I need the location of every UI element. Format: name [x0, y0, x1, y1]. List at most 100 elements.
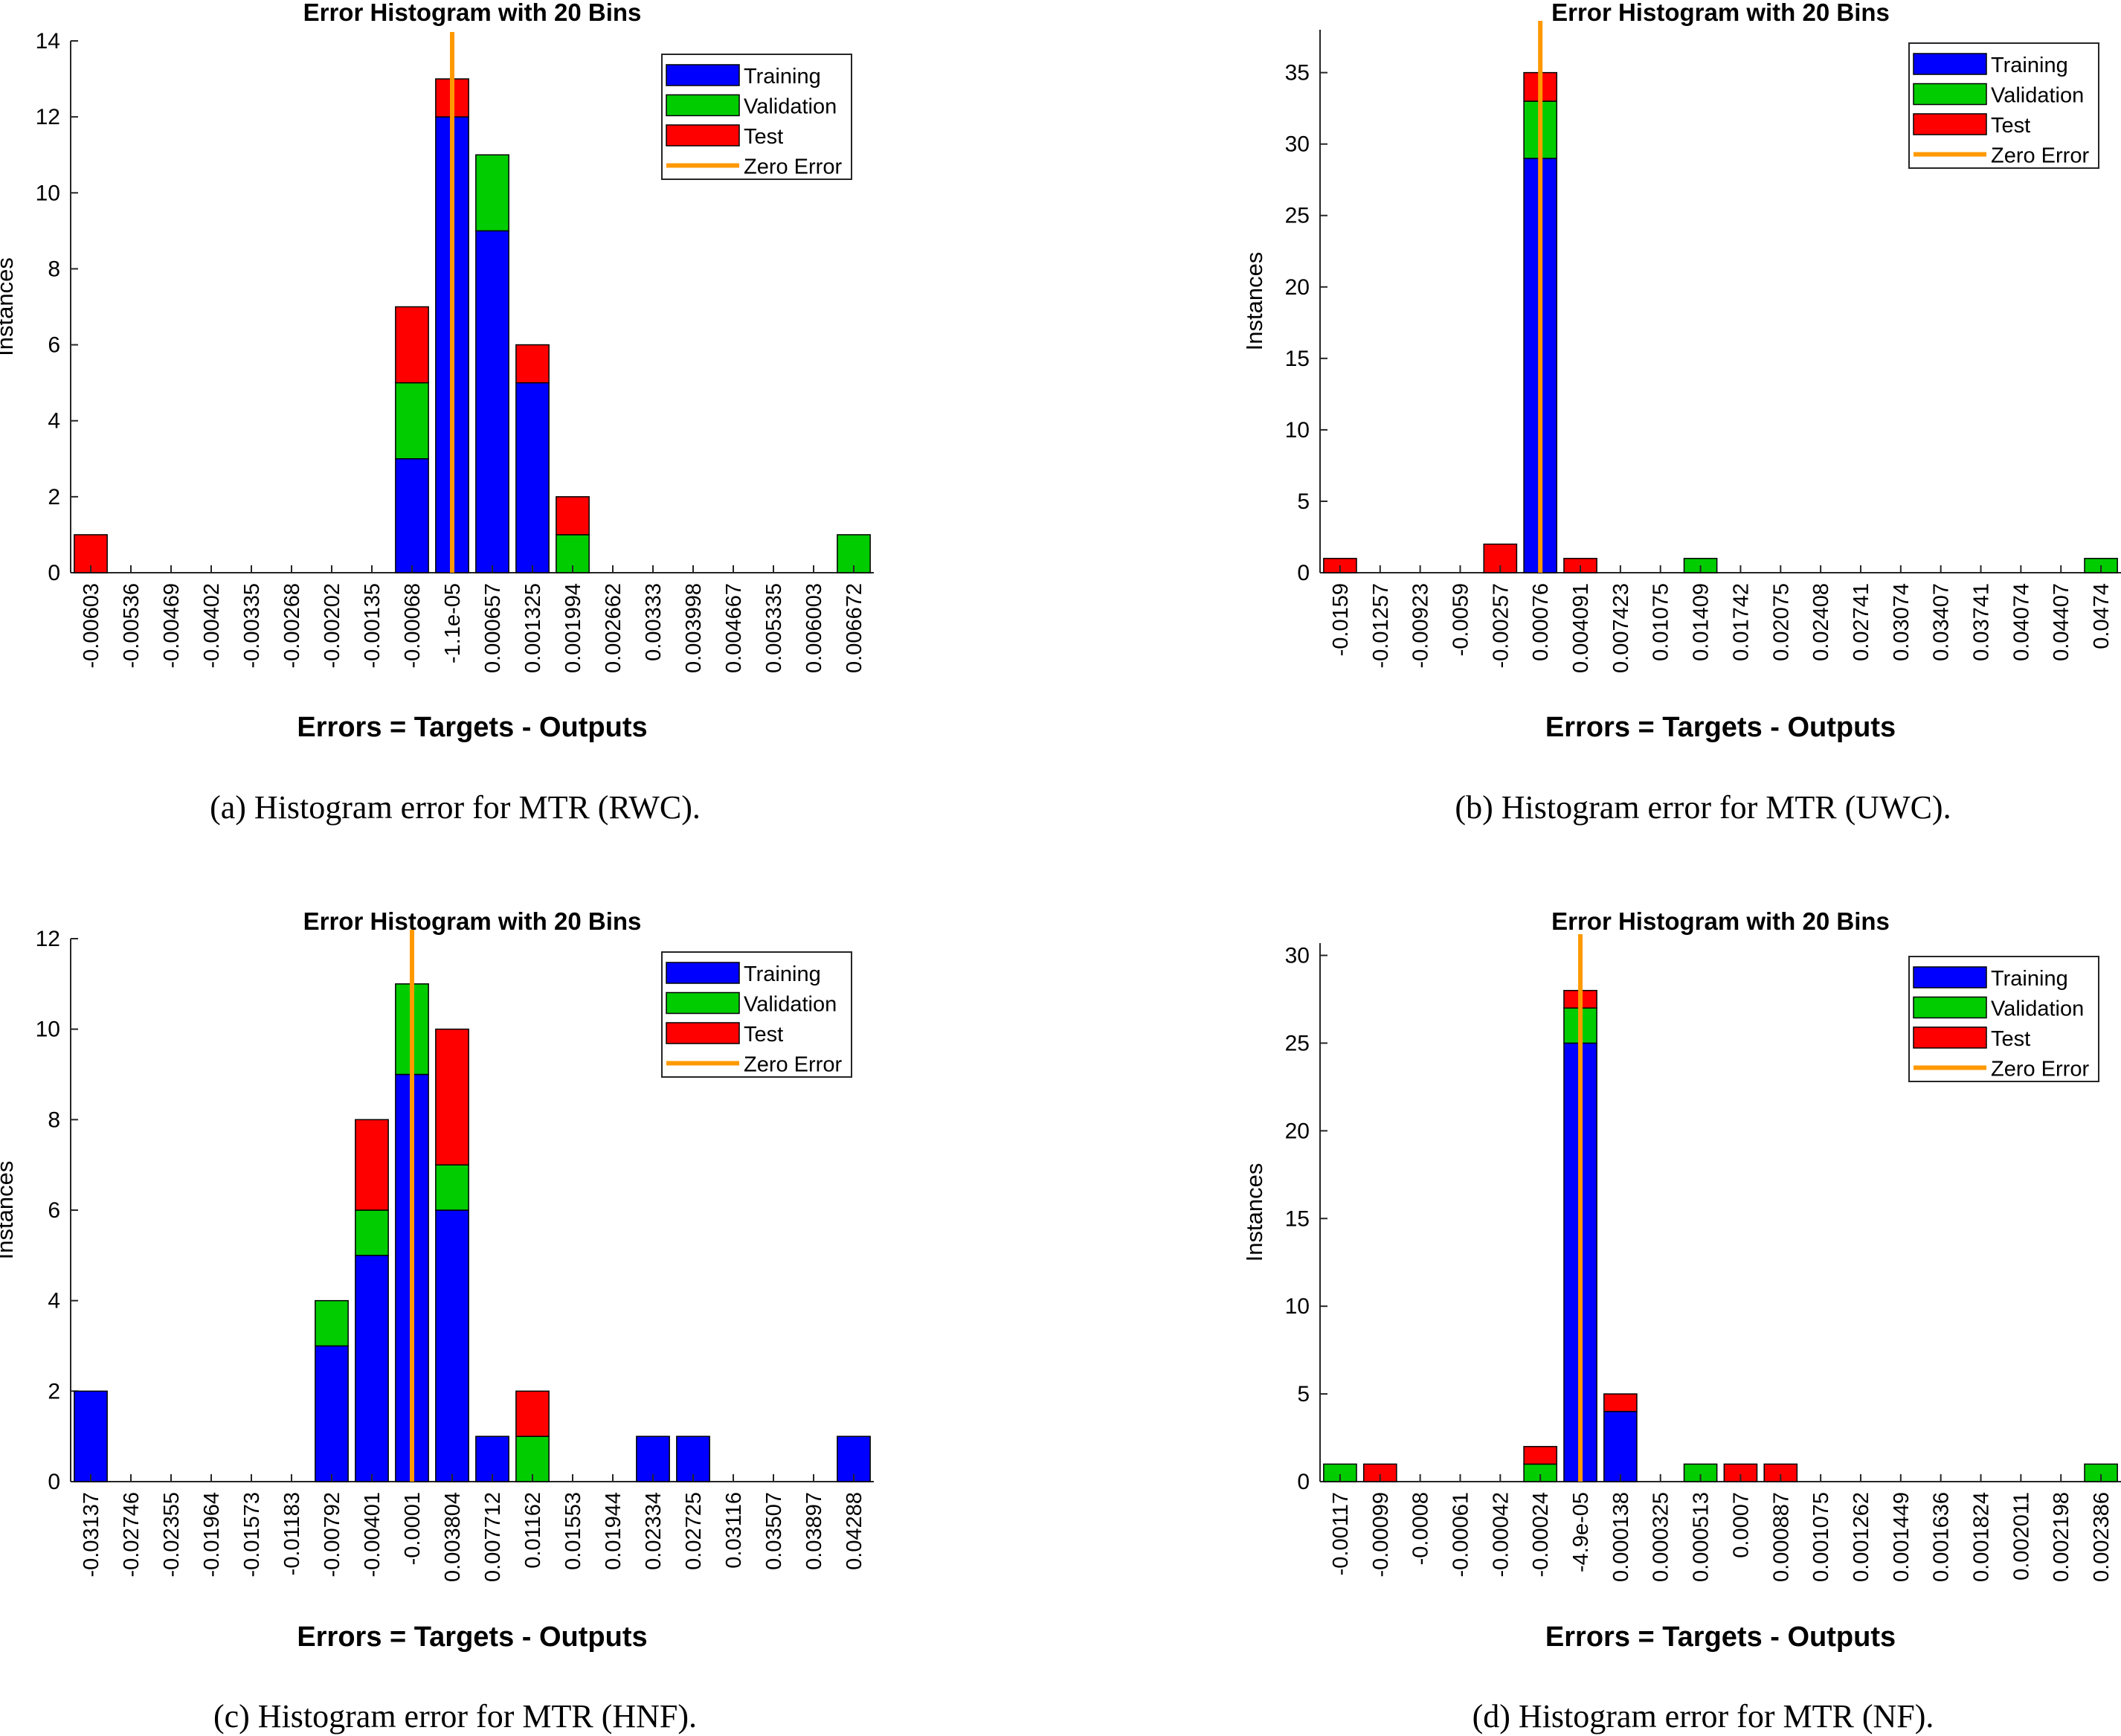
x-tick-label: 0.001994 — [561, 583, 585, 673]
x-tick-label: -0.0001 — [401, 1492, 425, 1565]
x-axis-label: Errors = Targets - Outputs — [297, 712, 647, 743]
x-tick-label: -0.02355 — [160, 1492, 184, 1578]
legend-swatch-training — [1913, 966, 1987, 988]
legend-swatch-validation — [666, 94, 740, 117]
y-tick-label: 30 — [1285, 944, 1310, 968]
y-tick-label: 25 — [1285, 204, 1310, 228]
x-tick-label: 0.01553 — [561, 1492, 585, 1570]
legend-swatch-training — [1913, 53, 1987, 75]
histogram-panel-nf: Error Histogram with 20 Bins 0 5 10 15 20 25 30… — [1241, 907, 2121, 1735]
chart-title: Error Histogram with 20 Bins — [303, 0, 642, 26]
x-tick-label: 0.02741 — [1850, 583, 1873, 661]
x-tick-label: 0.001636 — [1930, 1492, 1954, 1582]
x-tick-label: 0.01162 — [521, 1492, 545, 1569]
y-tick-label: 30 — [1285, 132, 1310, 157]
x-tick-label: -0.02746 — [120, 1492, 144, 1578]
bar-validation — [435, 1164, 469, 1211]
x-tick-label: 0.007423 — [1609, 583, 1633, 673]
x-tick-label: -0.01257 — [1369, 583, 1393, 669]
legend-label-validation: Validation — [744, 95, 837, 119]
y-tick-label: 35 — [1285, 61, 1310, 86]
x-tick-label: -0.03137 — [80, 1492, 103, 1578]
x-tick-label: 0.03897 — [802, 1492, 826, 1570]
x-tick-label: -0.0159 — [1329, 583, 1353, 656]
y-tick-label: 20 — [1285, 275, 1310, 300]
y-tick-label: 6 — [48, 333, 60, 358]
y-tick-label: 20 — [1285, 1119, 1310, 1143]
x-tick-label: -4.9e-05 — [1569, 1492, 1593, 1572]
x-tick-label: 0.04407 — [2050, 583, 2073, 661]
y-tick-label: 0 — [1297, 561, 1310, 585]
x-tick-label: -0.00923 — [1409, 583, 1433, 669]
legend-label-test: Test — [744, 1023, 783, 1047]
y-tick-label: 15 — [1285, 1206, 1310, 1231]
bar-validation — [315, 1299, 349, 1347]
bar-training — [475, 230, 509, 573]
bar-training — [515, 382, 550, 573]
legend-swatch-validation — [1913, 83, 1987, 106]
bar-training — [315, 1345, 349, 1482]
x-tick-label: 0.01409 — [1690, 583, 1713, 661]
legend-label-validation: Validation — [744, 993, 837, 1017]
bar-test — [395, 306, 429, 384]
legend-swatch-validation — [1913, 996, 1987, 1019]
x-tick-label: 0.002662 — [602, 583, 625, 673]
x-tick-label: -0.01964 — [200, 1492, 224, 1578]
bar-training — [435, 1209, 469, 1482]
legend-label-training: Training — [744, 962, 821, 986]
figure-caption: (c) Histogram error for MTR (HNF). — [213, 1698, 697, 1735]
x-tick-label: 0.04074 — [2009, 583, 2033, 661]
y-tick-label: 8 — [48, 257, 60, 281]
histogram-panel-uwc: Error Histogram with 20 Bins 0 5 10 15 20 25 30… — [1241, 0, 2121, 826]
histogram-panel-rwc: Error Histogram with 20 Bins 0 2 4 6 8 10 12 14 I… — [0, 0, 874, 826]
legend-swatch-test — [1913, 1026, 1987, 1049]
legend-label-zero-error: Zero Error — [1991, 1058, 2089, 1081]
bar-test — [556, 496, 590, 536]
legend-label-validation: Validation — [1991, 84, 2084, 108]
x-tick-label: 0.001262 — [1850, 1492, 1873, 1582]
x-tick-label: -0.0008 — [1409, 1492, 1433, 1565]
x-tick-label: -0.00792 — [321, 1492, 344, 1578]
x-tick-label: -0.00135 — [361, 583, 384, 669]
x-tick-label: 0.000325 — [1650, 1492, 1673, 1582]
y-tick-label: 5 — [1297, 489, 1310, 514]
bar-test — [435, 1028, 469, 1166]
x-tick-label: 0.03507 — [762, 1492, 786, 1570]
x-tick-label: -0.00401 — [361, 1492, 384, 1578]
x-axis-label: Errors = Targets - Outputs — [1545, 1621, 1896, 1653]
y-tick-label: 12 — [36, 105, 60, 129]
y-tick-label: 10 — [36, 1018, 60, 1042]
y-tick-label: 10 — [1285, 1294, 1310, 1319]
legend-swatch-test — [666, 124, 740, 147]
x-tick-label: -0.01183 — [280, 1492, 304, 1575]
x-tick-label: -0.0059 — [1449, 583, 1473, 656]
y-tick-label: 4 — [48, 1289, 60, 1314]
x-tick-label: 0.04288 — [843, 1492, 866, 1570]
x-tick-label: 0.003998 — [682, 583, 706, 673]
legend: Training Validation Test Zero Error — [661, 54, 852, 180]
chart-title: Error Histogram with 20 Bins — [1551, 907, 1890, 935]
x-tick-label: 0.000513 — [1690, 1492, 1713, 1582]
legend-swatch-test — [1913, 113, 1987, 135]
x-tick-label: 0.007712 — [481, 1492, 505, 1582]
bar-test — [1523, 1446, 1558, 1465]
bar-training — [1603, 1410, 1638, 1482]
x-tick-label: 0.002011 — [2009, 1492, 2033, 1581]
legend-label-validation: Validation — [1991, 997, 2084, 1021]
bar-validation — [475, 154, 509, 232]
x-tick-label: 0.006672 — [843, 583, 866, 673]
y-tick-label: 12 — [36, 927, 60, 951]
y-axis-label: Instances — [0, 1161, 18, 1260]
legend-label-test: Test — [1991, 1027, 2030, 1051]
x-tick-label: -0.00068 — [401, 583, 425, 669]
x-tick-label: -0.00117 — [1329, 1492, 1353, 1575]
x-tick-label: -0.00257 — [1489, 583, 1513, 669]
x-tick-label: 0.001449 — [1890, 1492, 1914, 1582]
y-tick-label: 0 — [1297, 1470, 1310, 1494]
y-axis-label: Instances — [1241, 1163, 1267, 1262]
bar-test — [355, 1119, 389, 1211]
x-tick-label: 0.02725 — [682, 1492, 706, 1570]
legend-swatch-training — [666, 64, 740, 86]
bar-validation — [395, 382, 429, 460]
